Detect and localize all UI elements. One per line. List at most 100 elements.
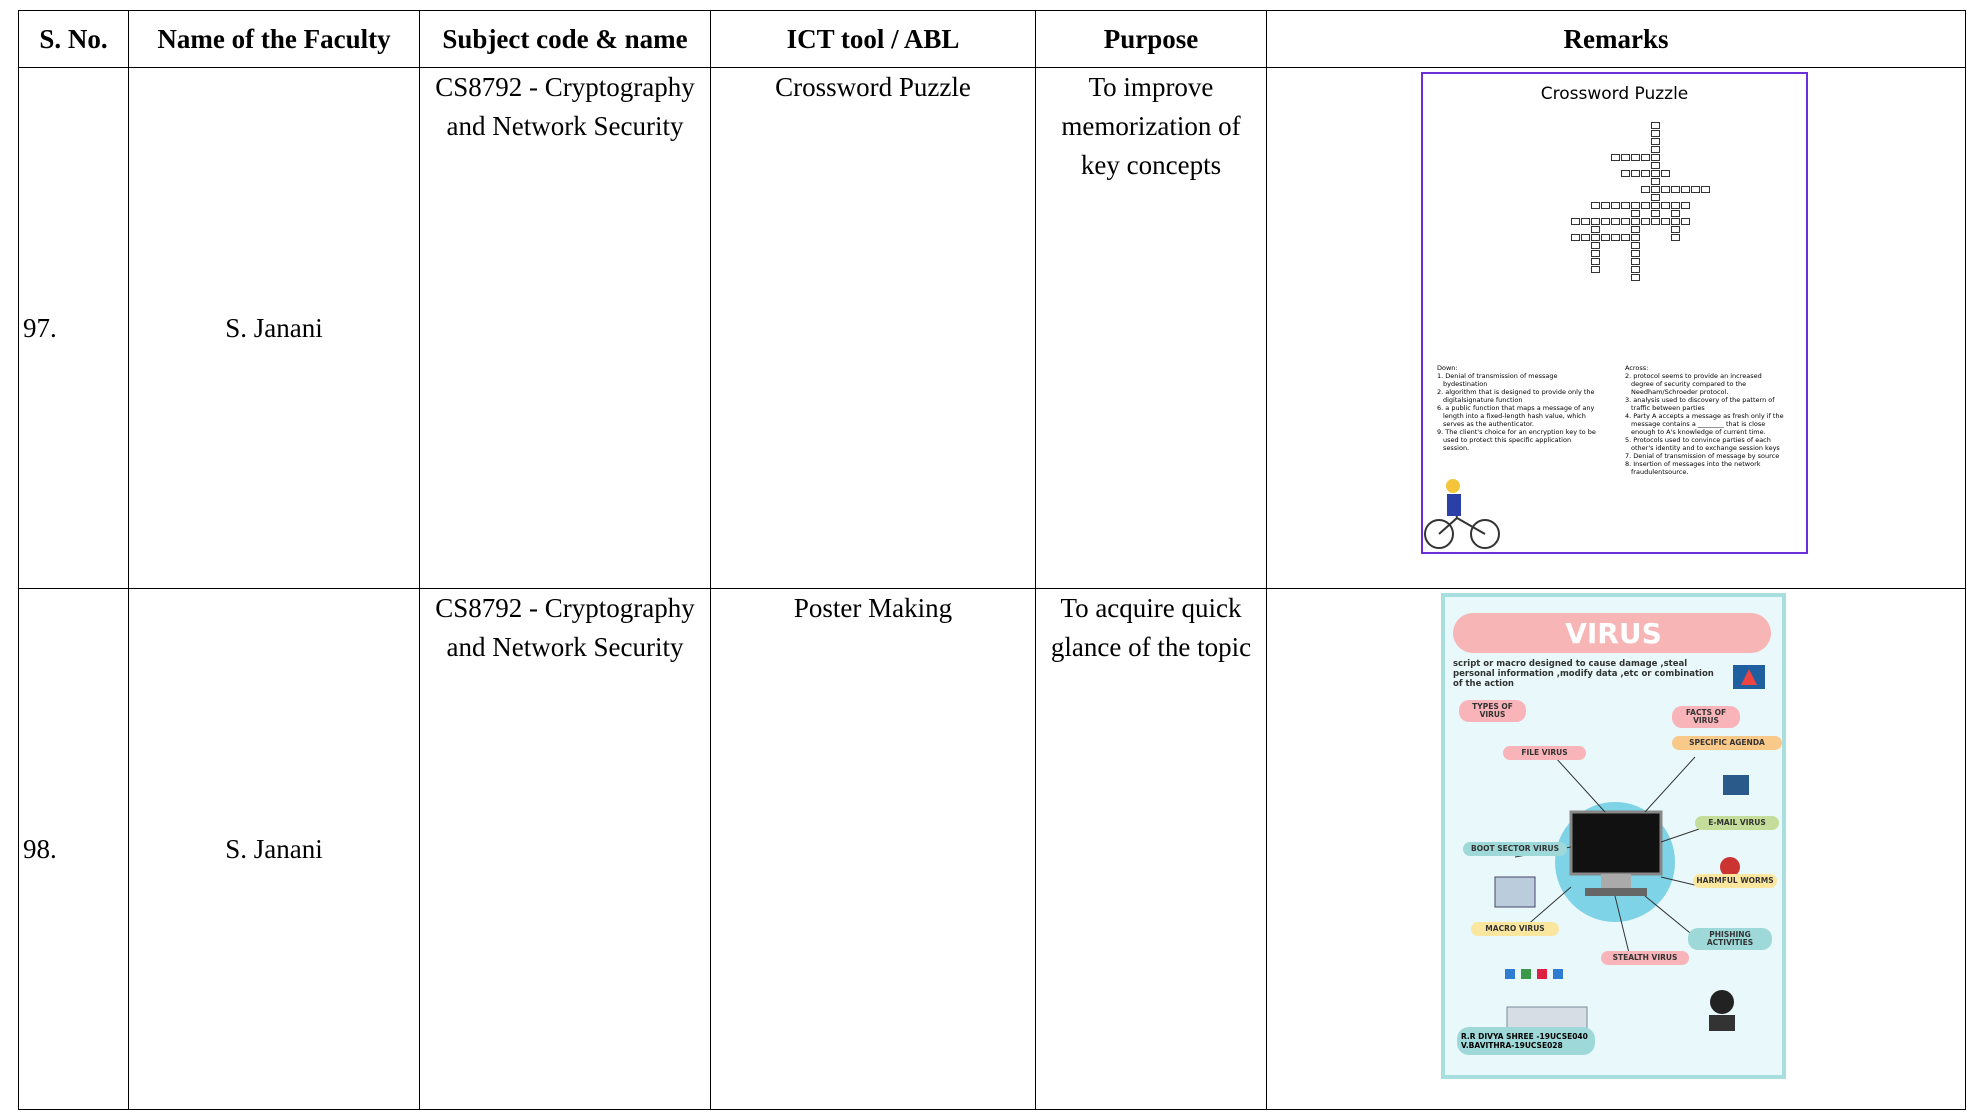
grid-cell	[1591, 226, 1600, 233]
grid-cell	[1591, 218, 1600, 225]
cyclist-icon	[1424, 479, 1500, 549]
grid-cell	[1631, 242, 1640, 249]
poster-label: TYPES OF VIRUS	[1459, 700, 1526, 722]
crossword-title: Crossword Puzzle	[1540, 84, 1689, 104]
clue: 9. The client's choice for an encryption…	[1437, 428, 1596, 452]
grid-cell	[1621, 170, 1630, 177]
grid-cell	[1611, 154, 1620, 161]
grid-cell	[1601, 202, 1610, 209]
title-banner	[1453, 613, 1771, 653]
grid-cell	[1591, 234, 1600, 241]
grid-cell	[1651, 162, 1660, 169]
grid-cell	[1571, 234, 1580, 241]
poster-label: FACTS OF VIRUS	[1672, 706, 1740, 728]
grid-cell	[1701, 186, 1710, 193]
grid-cell	[1651, 186, 1660, 193]
grid-cell	[1631, 274, 1640, 281]
clue: 8. Insertion of messages into the networ…	[1625, 460, 1761, 476]
grid-cell	[1601, 218, 1610, 225]
grid-cell	[1581, 234, 1590, 241]
crossword-image: Crossword Puzzle Down: 1. Denial of tran…	[1421, 72, 1808, 554]
header-cell: Remarks	[1266, 10, 1966, 68]
grid-cell	[1651, 138, 1660, 145]
header-row: S. No. Name of the Faculty Subject code …	[18, 10, 1966, 68]
faculty-name: S. Janani	[128, 67, 420, 589]
grid-cell	[1581, 218, 1590, 225]
grid-cell	[1631, 226, 1640, 233]
grid-cell	[1691, 186, 1700, 193]
grid-cell	[1631, 170, 1640, 177]
grid-cell	[1591, 266, 1600, 273]
poster-label: E-MAIL VIRUS	[1695, 816, 1779, 830]
poster-label: BOOT SECTOR VIRUS	[1463, 842, 1567, 856]
grid-cell	[1651, 130, 1660, 137]
poster-label: FILE VIRUS	[1503, 746, 1586, 760]
grid-cell	[1651, 202, 1660, 209]
grid-cell	[1621, 202, 1630, 209]
clue: 2. protocol seems to provide an increase…	[1625, 372, 1762, 396]
poster-description: script or macro designed to cause damage…	[1453, 659, 1714, 689]
grid-cell	[1651, 218, 1660, 225]
header-cell: Name of the Faculty	[128, 10, 420, 68]
grid-cell	[1571, 218, 1580, 225]
grid-cell	[1631, 154, 1640, 161]
grid-cell	[1671, 186, 1680, 193]
poster-image: VIRUS script or macro designed to cause …	[1441, 593, 1786, 1079]
grid-cell	[1671, 234, 1680, 241]
grid-cell	[1681, 218, 1690, 225]
grid-cell	[1591, 258, 1600, 265]
grid-cell	[1631, 266, 1640, 273]
grid-cell	[1641, 154, 1650, 161]
grid-cell	[1621, 234, 1630, 241]
grid-cell	[1641, 186, 1650, 193]
grid-cell	[1631, 258, 1640, 265]
grid-cell	[1641, 218, 1650, 225]
grid-cell	[1641, 170, 1650, 177]
clue: 3. analysis used to discovery of the pat…	[1625, 396, 1775, 412]
grid-cell	[1611, 202, 1620, 209]
purpose: To acquire quick glance of the topic	[1035, 588, 1267, 1110]
grid-cell	[1671, 210, 1680, 217]
serial-number: 97.	[18, 67, 129, 589]
clue: 7. Denial of transmission of message by …	[1625, 452, 1780, 460]
grid-cell	[1661, 170, 1670, 177]
header-cell: S. No.	[18, 10, 129, 68]
clue: 6. a public function that maps a message…	[1437, 404, 1595, 428]
grid-cell	[1651, 122, 1660, 129]
grid-cell	[1591, 250, 1600, 257]
grid-cell	[1621, 218, 1630, 225]
down-clues: Down: 1. Denial of transmission of messa…	[1437, 364, 1597, 452]
clue: 1. Denial of transmission of message byd…	[1437, 372, 1558, 388]
grid-cell	[1671, 202, 1680, 209]
poster-label: PHISHING ACTIVITIES	[1688, 928, 1772, 950]
faculty-name: S. Janani	[128, 588, 420, 1110]
grid-cell	[1591, 242, 1600, 249]
grid-cell	[1641, 202, 1650, 209]
poster-label: STEALTH VIRUS	[1601, 951, 1689, 965]
grid-cell	[1681, 202, 1690, 209]
grid-cell	[1611, 218, 1620, 225]
grid-cell	[1671, 226, 1680, 233]
grid-cell	[1611, 234, 1620, 241]
grid-cell	[1631, 218, 1640, 225]
clue-heading: Down:	[1437, 364, 1458, 372]
across-clues: Across: 2. protocol seems to provide an …	[1625, 364, 1785, 476]
grid-cell	[1601, 234, 1610, 241]
header-cell: Subject code & name	[419, 10, 711, 68]
ict-tool: Crossword Puzzle	[710, 67, 1036, 589]
clue: 2. algorithm that is designed to provide…	[1437, 388, 1595, 404]
grid-cell	[1661, 218, 1670, 225]
serial-number: 98.	[18, 588, 129, 1110]
subject: CS8792 - Cryptography and Network Securi…	[419, 67, 711, 589]
grid-cell	[1631, 202, 1640, 209]
grid-cell	[1651, 146, 1660, 153]
grid-cell	[1651, 154, 1660, 161]
subject: CS8792 - Cryptography and Network Securi…	[419, 588, 711, 1110]
grid-cell	[1631, 234, 1640, 241]
credit: R.R DIVYA SHREE -19UCSE040	[1461, 1032, 1588, 1041]
grid-cell	[1651, 170, 1660, 177]
grid-cell	[1651, 178, 1660, 185]
poster-label: HARMFUL WORMS	[1693, 874, 1777, 888]
grid-cell	[1671, 218, 1680, 225]
